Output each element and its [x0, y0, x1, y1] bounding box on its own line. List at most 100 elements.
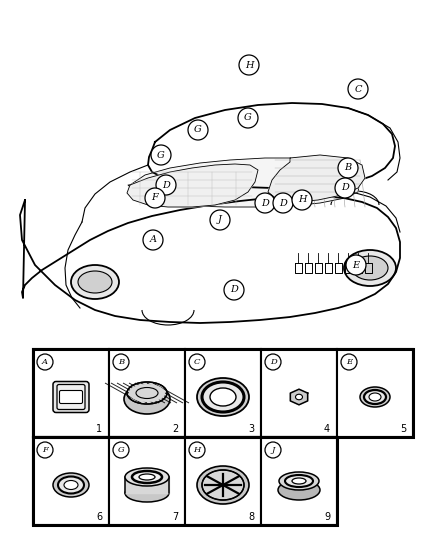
Circle shape [156, 175, 176, 195]
Text: B: B [344, 164, 352, 173]
Text: J: J [218, 215, 222, 224]
Ellipse shape [132, 471, 162, 483]
Ellipse shape [210, 388, 236, 406]
Text: A: A [42, 358, 48, 366]
Polygon shape [268, 155, 365, 202]
Text: 5: 5 [400, 424, 406, 434]
Text: F: F [42, 446, 48, 454]
Text: J: J [271, 446, 275, 454]
Text: 2: 2 [172, 424, 178, 434]
Circle shape [346, 255, 366, 275]
Circle shape [188, 120, 208, 140]
Text: 1: 1 [96, 424, 102, 434]
Bar [33, 349, 109, 437]
Text: G: G [244, 114, 252, 123]
Text: 7: 7 [172, 512, 178, 522]
Circle shape [338, 158, 358, 178]
Bar [185, 437, 261, 525]
Ellipse shape [360, 387, 390, 407]
Circle shape [224, 280, 244, 300]
FancyBboxPatch shape [53, 382, 89, 413]
Text: C: C [194, 358, 200, 366]
Ellipse shape [278, 480, 320, 500]
Ellipse shape [202, 382, 244, 412]
Circle shape [189, 442, 205, 458]
Ellipse shape [364, 390, 386, 404]
Bar [33, 437, 337, 525]
Text: G: G [118, 446, 124, 454]
Text: H: H [245, 61, 253, 69]
Text: G: G [194, 125, 202, 134]
Circle shape [341, 354, 357, 370]
Text: 8: 8 [248, 512, 254, 522]
Bar [261, 437, 337, 525]
Circle shape [273, 193, 293, 213]
Text: 6: 6 [96, 512, 102, 522]
Bar [109, 349, 185, 437]
Bar [33, 349, 413, 437]
Text: B: B [118, 358, 124, 366]
Circle shape [145, 188, 165, 208]
Circle shape [238, 108, 258, 128]
Text: E: E [353, 261, 360, 270]
Circle shape [255, 193, 275, 213]
Text: A: A [149, 236, 156, 245]
Circle shape [265, 442, 281, 458]
Circle shape [151, 145, 171, 165]
Ellipse shape [296, 394, 303, 400]
Text: D: D [230, 286, 238, 295]
Circle shape [335, 178, 355, 198]
Ellipse shape [197, 378, 249, 416]
Text: F: F [152, 193, 159, 203]
Text: E: E [346, 358, 352, 366]
Ellipse shape [197, 466, 249, 504]
Ellipse shape [369, 393, 381, 401]
Polygon shape [290, 389, 307, 405]
Bar [261, 349, 337, 437]
Text: D: D [270, 358, 276, 366]
Ellipse shape [139, 474, 155, 480]
FancyBboxPatch shape [60, 391, 82, 403]
Polygon shape [127, 164, 258, 207]
Circle shape [292, 190, 312, 210]
Ellipse shape [202, 470, 244, 500]
Ellipse shape [292, 478, 306, 484]
Ellipse shape [64, 481, 78, 489]
Ellipse shape [125, 484, 169, 502]
FancyBboxPatch shape [57, 384, 85, 409]
Ellipse shape [344, 250, 396, 286]
Text: H: H [193, 446, 201, 454]
Ellipse shape [125, 468, 169, 486]
Circle shape [189, 354, 205, 370]
Text: 4: 4 [324, 424, 330, 434]
Text: D: D [261, 198, 269, 207]
Circle shape [265, 354, 281, 370]
Circle shape [348, 79, 368, 99]
Ellipse shape [58, 477, 84, 494]
Text: C: C [354, 85, 362, 93]
Text: D: D [162, 181, 170, 190]
Ellipse shape [78, 271, 112, 293]
Text: D: D [341, 183, 349, 192]
Circle shape [37, 354, 53, 370]
Ellipse shape [124, 384, 170, 414]
Ellipse shape [53, 473, 89, 497]
Bar [109, 437, 185, 525]
Text: 3: 3 [248, 424, 254, 434]
Ellipse shape [285, 475, 313, 487]
Ellipse shape [352, 256, 388, 280]
Circle shape [210, 210, 230, 230]
Text: D: D [279, 198, 287, 207]
Bar [185, 349, 261, 437]
Circle shape [239, 55, 259, 75]
Ellipse shape [129, 384, 165, 402]
Circle shape [143, 230, 163, 250]
Ellipse shape [279, 472, 319, 490]
Ellipse shape [71, 265, 119, 299]
Circle shape [113, 442, 129, 458]
Text: 9: 9 [324, 512, 330, 522]
Ellipse shape [127, 382, 167, 404]
Text: H: H [298, 196, 306, 205]
Bar [337, 349, 413, 437]
Bar [33, 437, 109, 525]
